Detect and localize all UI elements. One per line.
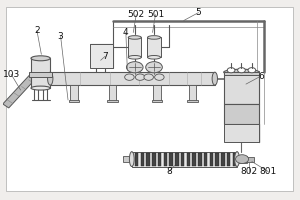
- Circle shape: [126, 62, 143, 73]
- Bar: [107, 100, 118, 102]
- Circle shape: [146, 62, 162, 73]
- Circle shape: [236, 155, 249, 163]
- Bar: [175, 153, 178, 166]
- Ellipse shape: [128, 36, 141, 39]
- Text: 802: 802: [240, 167, 257, 176]
- Ellipse shape: [31, 56, 50, 61]
- Bar: [224, 72, 259, 75]
- Bar: [246, 157, 254, 162]
- Circle shape: [227, 68, 235, 73]
- Ellipse shape: [148, 56, 160, 59]
- Ellipse shape: [129, 152, 134, 167]
- Bar: [232, 153, 236, 166]
- Text: 6: 6: [258, 72, 264, 81]
- Text: 7: 7: [102, 52, 108, 61]
- Bar: [109, 85, 116, 101]
- Circle shape: [125, 74, 134, 80]
- Circle shape: [154, 74, 164, 80]
- Bar: [153, 85, 161, 101]
- Bar: [152, 100, 162, 102]
- Bar: [237, 156, 247, 163]
- Bar: [90, 44, 112, 68]
- Bar: [198, 153, 202, 166]
- Bar: [50, 72, 215, 85]
- Bar: [128, 37, 141, 57]
- Bar: [187, 100, 198, 102]
- Bar: [164, 153, 167, 166]
- Bar: [215, 153, 219, 166]
- Ellipse shape: [224, 69, 259, 75]
- Bar: [221, 153, 225, 166]
- Text: 4: 4: [123, 28, 129, 37]
- Bar: [181, 153, 184, 166]
- Circle shape: [135, 74, 145, 80]
- Bar: [148, 37, 160, 57]
- Text: 5: 5: [196, 8, 201, 17]
- Bar: [169, 153, 173, 166]
- Ellipse shape: [212, 72, 218, 85]
- Bar: [224, 124, 259, 142]
- Bar: [146, 153, 150, 166]
- Text: 501: 501: [147, 10, 164, 19]
- Ellipse shape: [235, 152, 239, 167]
- Circle shape: [144, 74, 153, 80]
- Bar: [189, 85, 196, 101]
- Text: 502: 502: [128, 10, 145, 19]
- Bar: [204, 153, 207, 166]
- Bar: [135, 153, 138, 166]
- Text: 103: 103: [2, 70, 20, 79]
- Bar: [210, 153, 213, 166]
- Bar: [227, 153, 230, 166]
- Bar: [132, 152, 237, 167]
- Bar: [224, 72, 259, 104]
- Ellipse shape: [31, 86, 50, 90]
- Bar: [70, 85, 77, 101]
- Bar: [187, 153, 190, 166]
- Polygon shape: [3, 62, 47, 108]
- Ellipse shape: [48, 72, 53, 85]
- Ellipse shape: [128, 56, 141, 59]
- Text: 801: 801: [260, 167, 277, 176]
- Circle shape: [248, 68, 256, 73]
- Bar: [192, 153, 196, 166]
- Bar: [224, 104, 259, 124]
- Bar: [152, 153, 156, 166]
- Bar: [140, 153, 144, 166]
- Circle shape: [238, 68, 245, 73]
- Bar: [123, 156, 132, 162]
- Text: 2: 2: [34, 26, 40, 35]
- Bar: [29, 72, 52, 77]
- Ellipse shape: [148, 36, 160, 39]
- Bar: [69, 100, 79, 102]
- Text: 3: 3: [58, 32, 64, 41]
- Bar: [158, 153, 161, 166]
- Text: 8: 8: [166, 167, 172, 176]
- Bar: [31, 58, 50, 88]
